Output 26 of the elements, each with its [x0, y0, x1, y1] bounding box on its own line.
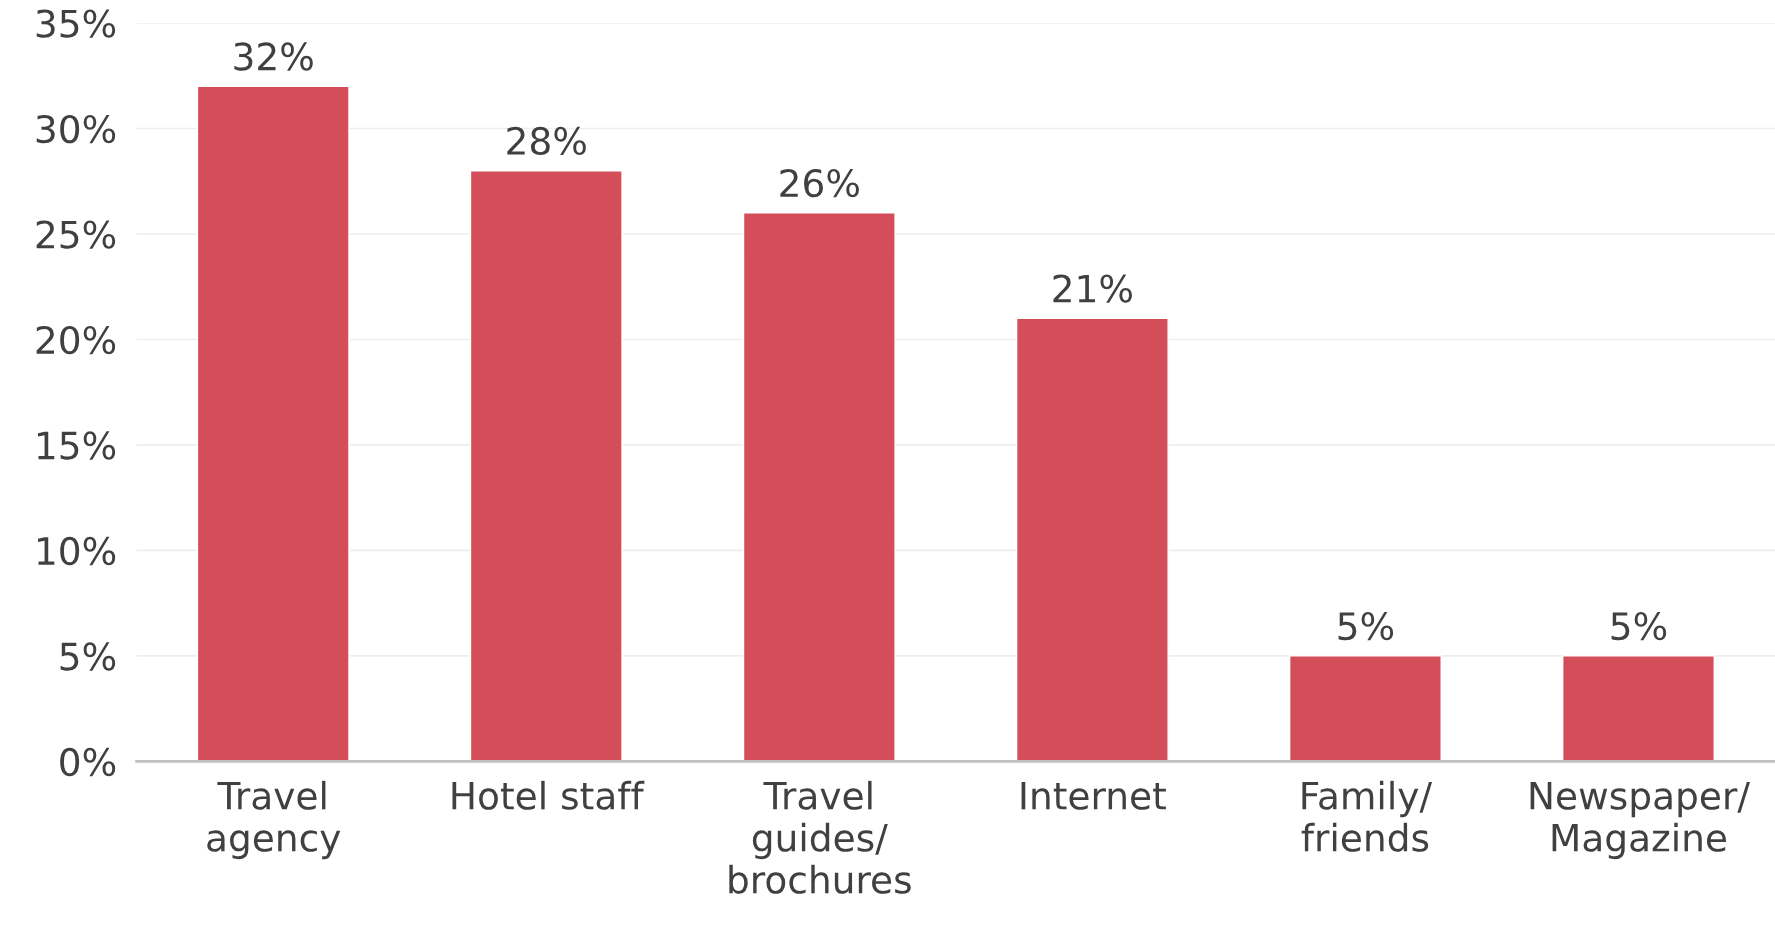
bar	[1288, 655, 1442, 762]
data-label: 21%	[1053, 274, 1132, 303]
x-tick-label: Travel guides/ brochures	[729, 780, 911, 894]
y-tick-label: 30%	[36, 114, 116, 144]
x-tick-label: Internet	[1021, 782, 1166, 810]
x-tick-label: Family/ friends	[1301, 780, 1433, 852]
bar	[1015, 317, 1169, 762]
y-tick-label: 5%	[60, 642, 116, 671]
data-label: 26%	[780, 168, 859, 198]
data-label: 32%	[234, 42, 313, 71]
bar	[196, 85, 350, 762]
y-tick-label: 0%	[60, 747, 116, 777]
x-tick-label: Newspaper/ Magazine	[1530, 782, 1750, 860]
bar	[1562, 655, 1715, 762]
data-label: 28%	[507, 126, 586, 156]
y-tick-label: 35%	[36, 9, 116, 38]
data-label: 5%	[1338, 611, 1394, 641]
y-tick-label: 10%	[38, 536, 116, 566]
data-label: 5%	[1611, 611, 1667, 641]
bar	[742, 212, 896, 762]
y-tick-label: 15%	[38, 431, 116, 460]
y-tick-label: 25%	[36, 220, 116, 249]
x-tick-label: Travel agency	[207, 780, 341, 860]
x-tick-label: Hotel staff	[452, 780, 645, 810]
bar	[469, 170, 623, 762]
y-tick-label: 20%	[36, 325, 116, 355]
